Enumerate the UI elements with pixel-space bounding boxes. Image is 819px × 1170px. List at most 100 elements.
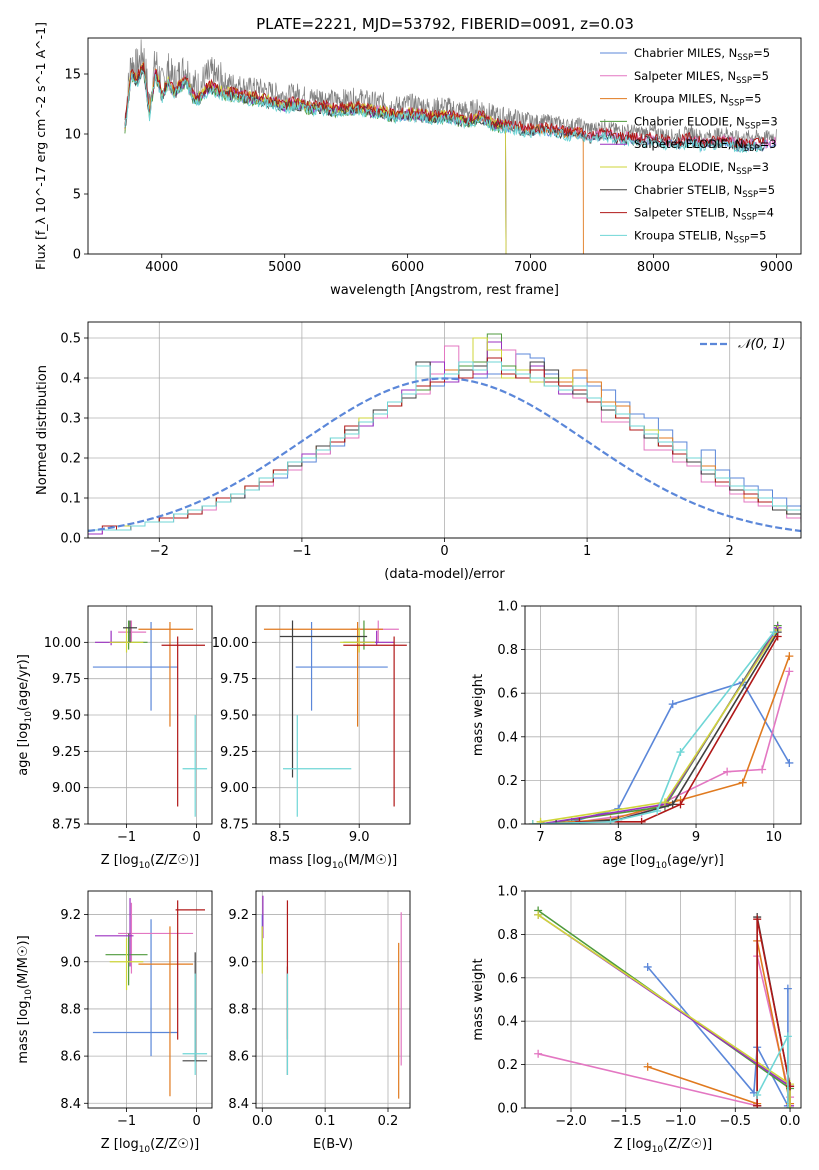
axis-label-end: (Z/Z☉)] [150,853,199,868]
legend-entry-end: =4 [757,206,774,220]
residual-histogram [88,361,801,531]
legend-entry-end: =5 [753,46,770,60]
y-tick-label: 0.4 [497,1015,518,1030]
axis-label-end: (M/M☉)] [16,935,31,989]
residual-histogram [88,333,801,531]
y-tick-label: 0.4 [60,372,81,387]
x-tick-label: 1 [583,544,591,559]
mass_vs_EBV-plot-area [261,895,402,1099]
x-tick-label: 5000 [268,260,301,275]
weight-marker [785,652,794,661]
legend-entry-end: =5 [744,92,761,106]
y-tick-label: 0 [73,248,81,263]
x-tick-label: −0.5 [719,1114,751,1129]
legend-entry-main: Salpeter MILES, N [634,69,736,83]
residual-histogram [88,341,801,535]
model-spectrum-line [124,66,507,254]
axis-label-sub: 10 [139,861,151,871]
y-tick-label: 9.0 [60,955,81,970]
weight-marker [660,798,669,807]
axis-label-main: Z [log [101,1137,139,1152]
weight-marker [637,817,646,824]
legend-entry-sub: SSP [741,213,757,223]
legend-entry: Salpeter STELIB, NSSP=4 [634,206,774,223]
axes-frame [255,890,411,1109]
x-tick-label: −1.0 [665,1114,697,1129]
x-tick-label: 0.0 [252,1114,273,1129]
normal-curve [88,377,801,533]
weight-marker [676,748,685,757]
legend-entry-main: Salpeter STELIB, N [634,206,741,220]
axes-frame [524,890,802,1109]
axes-frame [524,605,802,825]
legend-entry: Chabrier MILES, NSSP=5 [634,46,770,63]
y-axis-label: Flux [f_λ 10^-17 erg cm^-2 s^-1 A^-1] [33,22,48,270]
x-tick-label: 7000 [514,260,547,275]
x-tick-label: 4000 [145,260,178,275]
y-tick-label: 8.8 [228,1002,249,1017]
legend-entry-main: Kroupa ELODIE, N [634,160,736,174]
y-tick-label: 0.2 [497,774,518,789]
weight-marker [758,765,767,774]
x-tick-label: −1 [117,830,136,845]
weight-marker [643,962,652,971]
y-tick-label: 9.50 [220,709,249,724]
y-axis-label: mass weight [471,958,486,1040]
x-tick-label: 10 [766,830,783,845]
y-tick-label: 0.1 [60,492,81,507]
y-tick-label: 10.00 [212,636,249,651]
weight-marker [769,628,778,637]
mass_vs_Z-plot-area [92,898,208,1097]
residuals-panel: −2 −1 0 1 2 0.0 0.1 0.2 0.3 0.4 0.5 𝒩(0, 1) (data-mo… [35,321,802,582]
age_vs_mass-plot-area [263,620,407,817]
axis-label: age [log10(age/yr)] [602,853,724,871]
legend-entry-sub: SSP [744,144,760,154]
legend-entry: Kroupa ELODIE, NSSP=3 [634,160,769,177]
weight-marker [783,984,792,993]
legend-entry-sub: SSP [734,235,750,245]
weight-line [537,955,791,1107]
y-tick-label: 0.8 [497,643,518,658]
y-tick-label: 5 [73,188,81,203]
y-tick-label: 9.25 [52,745,81,760]
y-tick-label: 9.75 [52,672,81,687]
x-tick-label: 2 [726,544,734,559]
x-axis-label: wavelength [Angstrom, rest frame] [330,283,559,298]
weight-marker [653,806,662,815]
legend-entry-sub: SSP [737,53,753,63]
x-tick-label: −2.0 [555,1114,587,1129]
y-axis-label: Normed distribution [35,365,50,495]
x-axis-label: E(B-V) [313,1137,353,1152]
legend-entry: Kroupa STELIB, NSSP=5 [634,228,766,245]
y-tick-label: 9.0 [228,955,249,970]
y-tick-label: 1.0 [497,885,518,900]
x-tick-label: −1 [292,544,311,559]
residuals-plot-area [88,333,801,535]
legend-entry-sub: SSP [736,76,752,86]
x-tick-label: −1 [117,1114,136,1129]
axis-label: mass [log10(M/M☉)] [16,935,34,1063]
x-tick-label: 6000 [391,260,424,275]
weight_vs_age-plot-area [528,621,794,824]
axis-label-sub: 10 [24,989,34,1001]
age_vs_mass-panel: 8.5 9.0 8.75 9.00 9.25 9.50 9.75 10.00 mass [log… [212,605,411,871]
x-tick-label: −1.5 [610,1114,642,1129]
residual-histogram [88,337,801,531]
weight_vs_Z-panel: −2.0 −1.5 −1.0 −0.5 0.0 0.0 0.2 0.4 0.6 0.8 1.0 Z [… [471,885,802,1155]
y-tick-label: 0.0 [497,1102,518,1117]
weight-marker [786,1104,795,1108]
weight-marker [534,910,543,919]
legend-entry-main: Salpeter ELODIE, N [634,137,744,151]
y-tick-label: 1.0 [497,600,518,615]
weight-marker [668,700,677,709]
weight-line [647,940,791,1105]
legend-entry-main: Chabrier STELIB, N [634,183,742,197]
axes-frame [87,321,802,539]
y-tick-label: 0.0 [497,818,518,833]
age_vs_Z-plot-area [92,620,208,817]
axis-label-end: (Z/Z☉)] [663,1137,712,1152]
weight-line [537,914,791,1106]
